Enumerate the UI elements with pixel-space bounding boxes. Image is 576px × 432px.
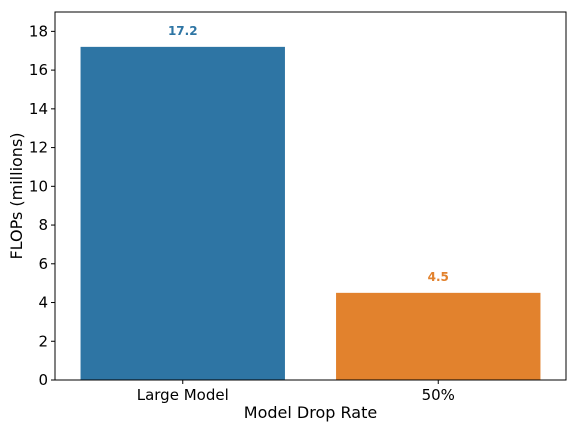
y-tick-label-7: 14 — [29, 100, 48, 118]
bar-1 — [336, 292, 541, 380]
y-axis: 0 2 4 6 8 10 12 14 16 18 — [29, 22, 55, 389]
y-axis-label: FLOPs (millions) — [7, 132, 26, 259]
data-label-0: 17.2 — [168, 24, 198, 38]
y-tick-label-6: 12 — [29, 139, 48, 157]
x-tick-label-1: 50% — [422, 386, 455, 404]
x-axis: Large Model 50% — [137, 380, 455, 404]
y-tick-label-3: 6 — [38, 255, 48, 273]
y-tick-label-5: 10 — [29, 177, 48, 195]
x-axis-label: Model Drop Rate — [244, 403, 377, 422]
data-label-1: 4.5 — [428, 270, 449, 284]
x-tick-label-0: Large Model — [137, 386, 229, 404]
y-tick-label-8: 16 — [29, 61, 48, 79]
bar-0 — [80, 46, 285, 380]
y-tick-label-9: 18 — [29, 22, 48, 40]
y-tick-label-2: 4 — [38, 294, 48, 312]
plot-frame — [54, 11, 567, 381]
y-tick-label-1: 2 — [38, 332, 48, 350]
y-tick-label-4: 8 — [38, 216, 48, 234]
data-labels-layer: 17.2 4.5 — [168, 24, 449, 284]
y-tick-label-0: 0 — [38, 371, 48, 389]
bars-layer — [80, 46, 541, 380]
